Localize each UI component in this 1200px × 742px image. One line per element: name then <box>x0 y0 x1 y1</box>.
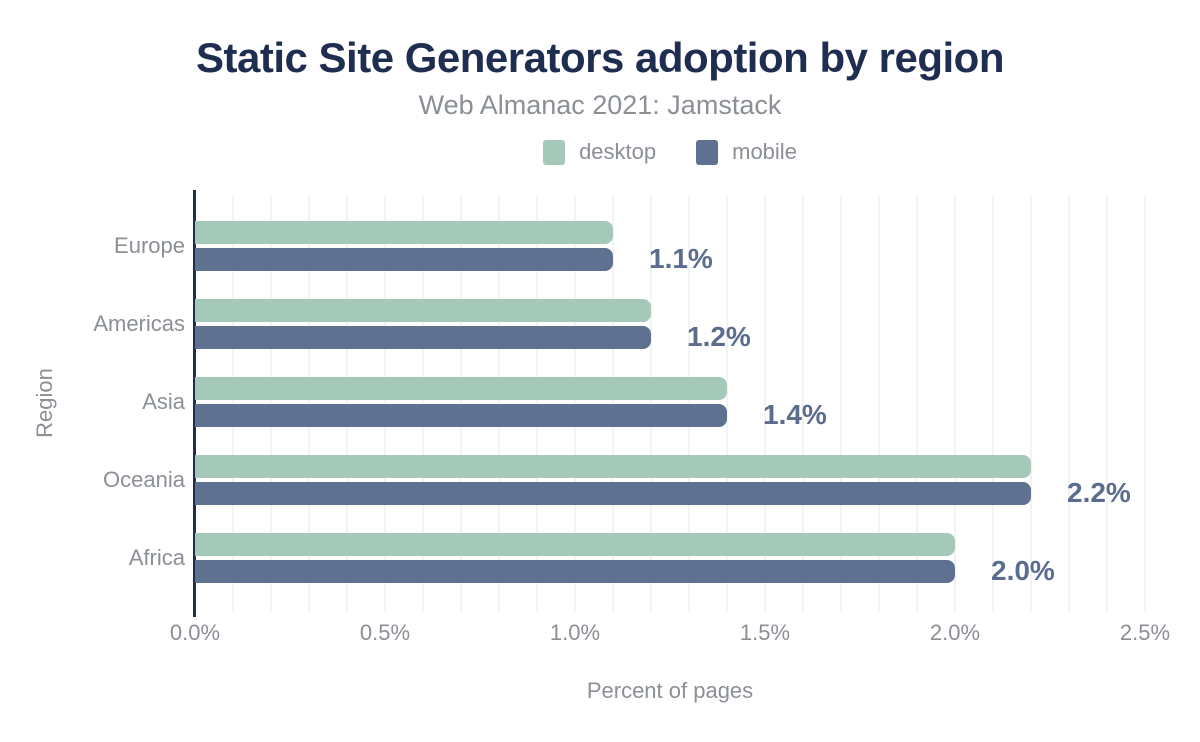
bar-mobile-oceania[interactable] <box>195 482 1031 505</box>
data-label-americas: 1.2% <box>687 321 751 352</box>
category-label-asia: Asia <box>142 389 185 414</box>
category-label-europe: Europe <box>114 233 185 258</box>
bar-desktop-europe[interactable] <box>195 221 613 244</box>
legend: desktop mobile <box>195 137 1145 167</box>
bar-group-europe: 1.1% <box>195 221 1145 274</box>
chart-title: Static Site Generators adoption by regio… <box>196 34 1004 81</box>
gridline <box>384 195 386 612</box>
bar-desktop-asia[interactable] <box>195 377 727 400</box>
x-tick-label-20: 2.0% <box>929 620 981 645</box>
bar-mobile-europe[interactable] <box>195 248 613 271</box>
gridline <box>270 195 272 612</box>
gridline <box>687 195 690 612</box>
bar-desktop-oceania[interactable] <box>195 455 1031 478</box>
legend-swatch-mobile <box>696 139 719 165</box>
y-axis-line <box>193 190 196 617</box>
bar-desktop-africa[interactable] <box>195 533 955 556</box>
category-label-americas: Americas <box>93 311 185 336</box>
data-label-africa: 2.0% <box>991 555 1055 586</box>
category-label-oceania: Oceania <box>103 467 185 492</box>
plot-area: 1.1% 1.2% 1.4% 2.2% 2.0% <box>193 190 1146 617</box>
bar-group-asia: 1.4% <box>195 377 1145 430</box>
legend-label-mobile: mobile <box>732 139 797 164</box>
gridline <box>1144 195 1146 612</box>
gridline <box>346 195 348 612</box>
x-tick-label-10: 1.0% <box>549 620 601 645</box>
data-label-oceania: 2.2% <box>1067 477 1131 508</box>
gridline <box>878 195 880 612</box>
bar-group-americas: 1.2% <box>195 299 1145 352</box>
x-tick-label-25: 2.5% <box>1119 620 1171 645</box>
bar-desktop-americas[interactable] <box>195 299 651 322</box>
x-tick-label-15: 1.5% <box>739 620 791 645</box>
gridline <box>574 195 576 612</box>
gridline <box>308 195 310 612</box>
data-label-europe: 1.1% <box>649 243 713 274</box>
bar-group-oceania: 2.2% <box>195 455 1145 508</box>
gridline <box>498 195 500 612</box>
gridline <box>992 195 994 612</box>
x-tick-label-00: 0.0% <box>169 620 221 645</box>
gridline <box>232 195 234 612</box>
x-tick-label-05: 0.5% <box>359 620 411 645</box>
gridline <box>612 195 614 612</box>
legend-swatch-desktop <box>543 139 566 165</box>
gridline <box>1106 195 1108 612</box>
gridline <box>650 195 652 612</box>
gridline <box>1068 195 1070 612</box>
x-axis-title: Percent of pages <box>586 678 754 703</box>
category-label-africa: Africa <box>128 545 185 570</box>
data-label-asia: 1.4% <box>763 399 827 430</box>
gridline <box>954 195 956 612</box>
gridline <box>726 195 728 612</box>
chart-subtitle: Web Almanac 2021: Jamstack <box>418 90 782 120</box>
gridline <box>764 195 766 612</box>
bar-mobile-americas[interactable] <box>195 326 651 349</box>
legend-label-desktop: desktop <box>579 139 657 164</box>
gridline <box>802 195 804 612</box>
legend-item-mobile[interactable]: mobile <box>696 139 797 165</box>
bar-group-africa: 2.0% <box>195 533 1145 586</box>
gridline <box>916 195 918 612</box>
gridline <box>422 195 424 612</box>
gridline <box>1030 195 1032 612</box>
legend-item-desktop[interactable]: desktop <box>543 139 656 165</box>
gridline <box>840 195 842 612</box>
bar-mobile-asia[interactable] <box>195 404 727 427</box>
bar-mobile-africa[interactable] <box>195 560 955 583</box>
gridline <box>460 195 462 612</box>
gridline <box>536 195 538 612</box>
